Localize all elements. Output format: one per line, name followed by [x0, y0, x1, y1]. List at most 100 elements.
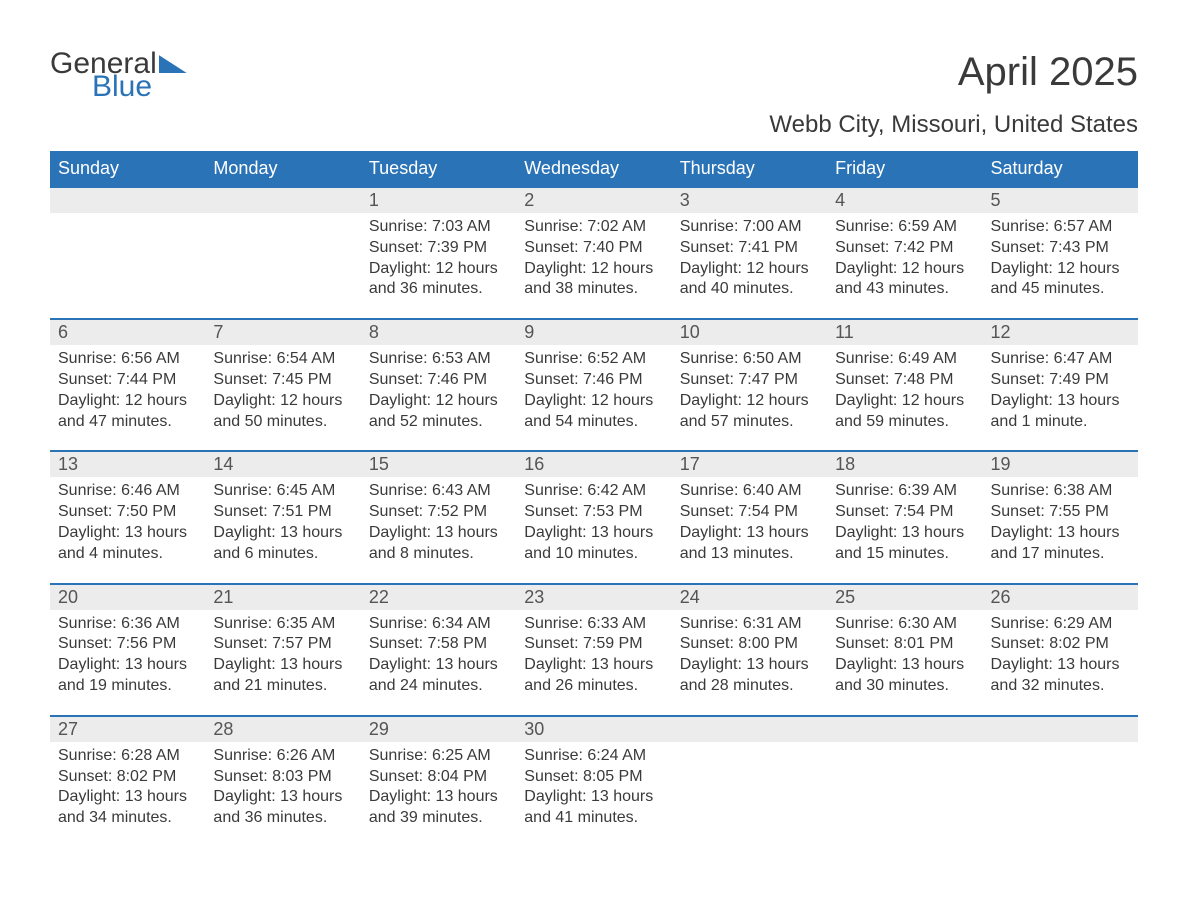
- day-cell: Sunrise: 7:00 AMSunset: 7:41 PMDaylight:…: [672, 213, 827, 319]
- sunrise-line: Sunrise: 6:29 AM: [991, 614, 1130, 635]
- daynum-row: 20212223242526: [50, 584, 1138, 610]
- day-number: 16: [516, 451, 671, 477]
- day-header: Friday: [827, 151, 982, 187]
- day-cell: Sunrise: 6:38 AMSunset: 7:55 PMDaylight:…: [983, 477, 1138, 583]
- sunrise-line: Sunrise: 6:59 AM: [835, 217, 974, 238]
- daylight-line: Daylight: 12 hours and 54 minutes.: [524, 391, 663, 433]
- sunrise-line: Sunrise: 6:46 AM: [58, 481, 197, 502]
- daylight-line: Daylight: 12 hours and 57 minutes.: [680, 391, 819, 433]
- day-header: Saturday: [983, 151, 1138, 187]
- day-cell: Sunrise: 6:29 AMSunset: 8:02 PMDaylight:…: [983, 610, 1138, 716]
- sunset-line: Sunset: 7:46 PM: [369, 370, 508, 391]
- empty-cell: [205, 187, 360, 213]
- sunrise-line: Sunrise: 6:40 AM: [680, 481, 819, 502]
- sunrise-line: Sunrise: 6:53 AM: [369, 349, 508, 370]
- day-number: 7: [205, 319, 360, 345]
- daylight-line: Daylight: 13 hours and 30 minutes.: [835, 655, 974, 697]
- day-cell: Sunrise: 7:03 AMSunset: 7:39 PMDaylight:…: [361, 213, 516, 319]
- sunset-line: Sunset: 8:04 PM: [369, 767, 508, 788]
- day-number: 6: [50, 319, 205, 345]
- empty-cell: [983, 716, 1138, 742]
- sunset-line: Sunset: 7:44 PM: [58, 370, 197, 391]
- sunrise-line: Sunrise: 6:31 AM: [680, 614, 819, 635]
- day-header-row: SundayMondayTuesdayWednesdayThursdayFrid…: [50, 151, 1138, 187]
- sunrise-line: Sunrise: 6:43 AM: [369, 481, 508, 502]
- daynum-row: 13141516171819: [50, 451, 1138, 477]
- day-number: 26: [983, 584, 1138, 610]
- sunrise-line: Sunrise: 7:00 AM: [680, 217, 819, 238]
- sunrise-line: Sunrise: 6:52 AM: [524, 349, 663, 370]
- daylight-line: Daylight: 12 hours and 38 minutes.: [524, 259, 663, 301]
- day-cell: Sunrise: 6:52 AMSunset: 7:46 PMDaylight:…: [516, 345, 671, 451]
- daybody-row: Sunrise: 6:36 AMSunset: 7:56 PMDaylight:…: [50, 610, 1138, 716]
- day-number: 2: [516, 187, 671, 213]
- daylight-line: Daylight: 13 hours and 17 minutes.: [991, 523, 1130, 565]
- sunset-line: Sunset: 7:40 PM: [524, 238, 663, 259]
- day-cell: Sunrise: 6:56 AMSunset: 7:44 PMDaylight:…: [50, 345, 205, 451]
- sunset-line: Sunset: 7:58 PM: [369, 634, 508, 655]
- sunset-line: Sunset: 8:05 PM: [524, 767, 663, 788]
- daylight-line: Daylight: 12 hours and 36 minutes.: [369, 259, 508, 301]
- daylight-line: Daylight: 13 hours and 26 minutes.: [524, 655, 663, 697]
- daylight-line: Daylight: 13 hours and 1 minute.: [991, 391, 1130, 433]
- sunrise-line: Sunrise: 6:35 AM: [213, 614, 352, 635]
- sunset-line: Sunset: 7:47 PM: [680, 370, 819, 391]
- sunrise-line: Sunrise: 6:49 AM: [835, 349, 974, 370]
- daylight-line: Daylight: 13 hours and 4 minutes.: [58, 523, 197, 565]
- sunset-line: Sunset: 7:54 PM: [835, 502, 974, 523]
- sunset-line: Sunset: 7:45 PM: [213, 370, 352, 391]
- day-number: 25: [827, 584, 982, 610]
- daylight-line: Daylight: 13 hours and 8 minutes.: [369, 523, 508, 565]
- sunrise-line: Sunrise: 6:54 AM: [213, 349, 352, 370]
- sunrise-line: Sunrise: 6:56 AM: [58, 349, 197, 370]
- sunset-line: Sunset: 7:50 PM: [58, 502, 197, 523]
- day-cell: Sunrise: 7:02 AMSunset: 7:40 PMDaylight:…: [516, 213, 671, 319]
- day-cell: Sunrise: 6:47 AMSunset: 7:49 PMDaylight:…: [983, 345, 1138, 451]
- day-cell: Sunrise: 6:46 AMSunset: 7:50 PMDaylight:…: [50, 477, 205, 583]
- location-label: Webb City, Missouri, United States: [769, 111, 1138, 139]
- empty-cell: [50, 213, 205, 319]
- page-title: April 2025: [769, 50, 1138, 95]
- sunrise-line: Sunrise: 6:25 AM: [369, 746, 508, 767]
- day-cell: Sunrise: 6:36 AMSunset: 7:56 PMDaylight:…: [50, 610, 205, 716]
- day-cell: Sunrise: 6:39 AMSunset: 7:54 PMDaylight:…: [827, 477, 982, 583]
- daylight-line: Daylight: 13 hours and 19 minutes.: [58, 655, 197, 697]
- daylight-line: Daylight: 12 hours and 50 minutes.: [213, 391, 352, 433]
- sunrise-line: Sunrise: 6:39 AM: [835, 481, 974, 502]
- day-cell: Sunrise: 6:45 AMSunset: 7:51 PMDaylight:…: [205, 477, 360, 583]
- sunset-line: Sunset: 7:39 PM: [369, 238, 508, 259]
- sunset-line: Sunset: 8:01 PM: [835, 634, 974, 655]
- sunset-line: Sunset: 7:46 PM: [524, 370, 663, 391]
- day-number: 5: [983, 187, 1138, 213]
- daylight-line: Daylight: 13 hours and 24 minutes.: [369, 655, 508, 697]
- day-cell: Sunrise: 6:24 AMSunset: 8:05 PMDaylight:…: [516, 742, 671, 847]
- day-number: 20: [50, 584, 205, 610]
- day-number: 9: [516, 319, 671, 345]
- day-cell: Sunrise: 6:42 AMSunset: 7:53 PMDaylight:…: [516, 477, 671, 583]
- daylight-line: Daylight: 13 hours and 21 minutes.: [213, 655, 352, 697]
- sunrise-line: Sunrise: 6:33 AM: [524, 614, 663, 635]
- sunset-line: Sunset: 7:48 PM: [835, 370, 974, 391]
- day-number: 22: [361, 584, 516, 610]
- sunrise-line: Sunrise: 7:02 AM: [524, 217, 663, 238]
- day-number: 10: [672, 319, 827, 345]
- daybody-row: Sunrise: 6:28 AMSunset: 8:02 PMDaylight:…: [50, 742, 1138, 847]
- daylight-line: Daylight: 12 hours and 52 minutes.: [369, 391, 508, 433]
- logo-text-blue: Blue: [92, 73, 187, 100]
- day-number: 11: [827, 319, 982, 345]
- day-cell: Sunrise: 6:40 AMSunset: 7:54 PMDaylight:…: [672, 477, 827, 583]
- daylight-line: Daylight: 13 hours and 41 minutes.: [524, 787, 663, 829]
- sunrise-line: Sunrise: 6:34 AM: [369, 614, 508, 635]
- day-header: Monday: [205, 151, 360, 187]
- sunset-line: Sunset: 7:53 PM: [524, 502, 663, 523]
- day-header: Thursday: [672, 151, 827, 187]
- day-cell: Sunrise: 6:57 AMSunset: 7:43 PMDaylight:…: [983, 213, 1138, 319]
- daybody-row: Sunrise: 6:46 AMSunset: 7:50 PMDaylight:…: [50, 477, 1138, 583]
- day-cell: Sunrise: 6:33 AMSunset: 7:59 PMDaylight:…: [516, 610, 671, 716]
- daylight-line: Daylight: 13 hours and 39 minutes.: [369, 787, 508, 829]
- day-number: 30: [516, 716, 671, 742]
- day-number: 13: [50, 451, 205, 477]
- sunset-line: Sunset: 8:03 PM: [213, 767, 352, 788]
- day-number: 21: [205, 584, 360, 610]
- logo: General Blue: [50, 50, 187, 100]
